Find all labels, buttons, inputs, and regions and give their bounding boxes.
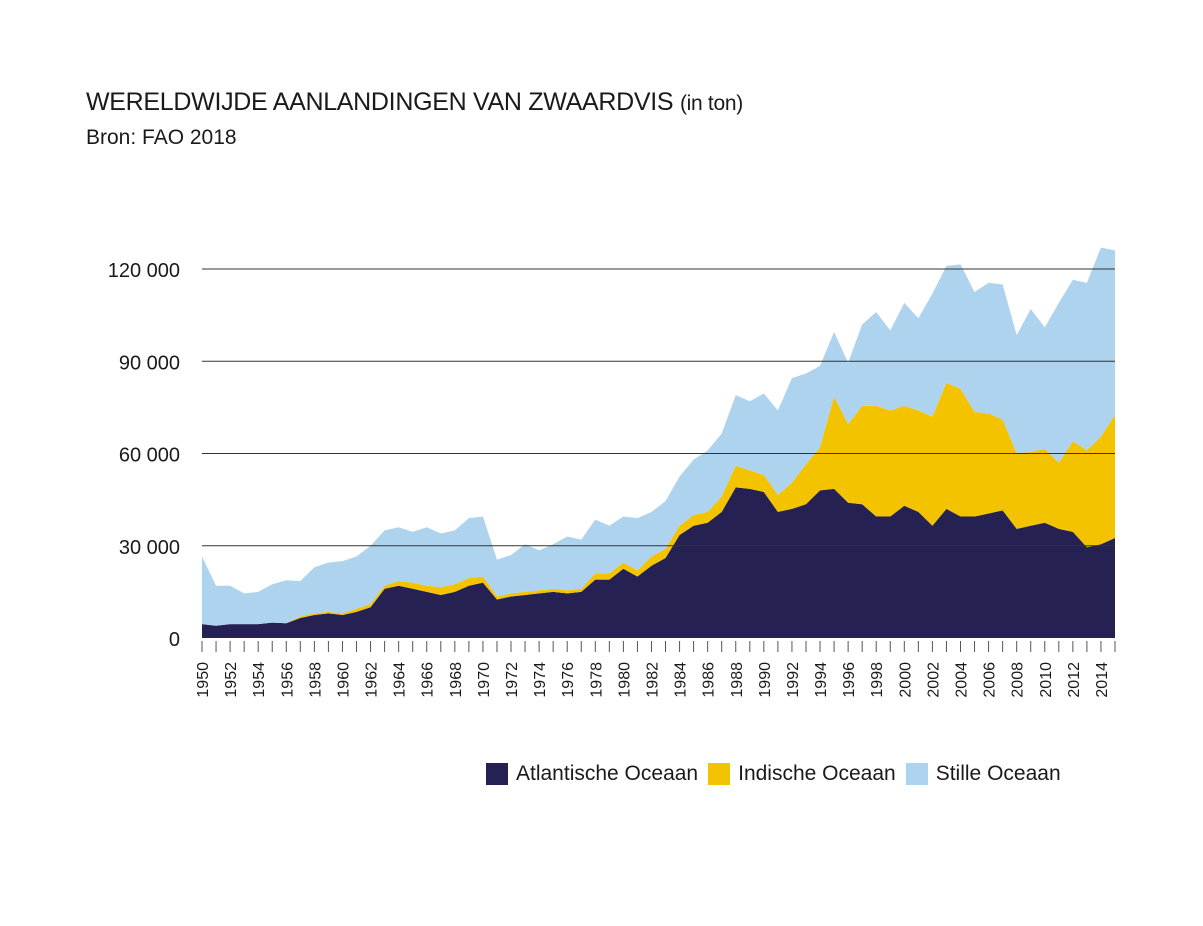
y-tick-label: 120 000 — [108, 260, 180, 282]
x-tick-label: 1986 — [701, 662, 718, 698]
legend-swatch — [486, 763, 508, 785]
chart-areas — [202, 247, 1115, 638]
x-tick-label: 1964 — [392, 662, 409, 698]
chart-source: Bron: FAO 2018 — [86, 126, 237, 149]
x-tick-label: 2006 — [982, 662, 999, 698]
x-tick-label: 1984 — [673, 662, 690, 698]
area-stille-oceaan — [202, 247, 1115, 626]
x-tick-label: 2002 — [925, 662, 942, 698]
x-tick-label: 1990 — [757, 662, 774, 698]
legend-label: Indische Oceaan — [738, 762, 896, 785]
x-tick-label: 1950 — [195, 662, 212, 698]
y-tick-label: 90 000 — [119, 352, 180, 374]
x-tick-label: 1956 — [279, 662, 296, 698]
x-tick-label: 1972 — [504, 662, 521, 698]
x-tick-label: 2012 — [1066, 662, 1083, 698]
chart-title: WERELDWIJDE AANLANDINGEN VAN ZWAARDVIS (… — [86, 88, 743, 117]
x-tick-label: 1960 — [335, 662, 352, 698]
x-tick-label: 1968 — [448, 662, 465, 698]
y-tick-label: 0 — [169, 629, 180, 651]
x-tick-label: 1978 — [588, 662, 605, 698]
x-tick-label: 1974 — [532, 662, 549, 698]
legend-label: Stille Oceaan — [935, 762, 1061, 785]
x-tick-label: 1970 — [476, 662, 493, 698]
x-tick-label: 1982 — [644, 662, 661, 698]
x-tick-label: 1992 — [785, 662, 802, 698]
x-tick-label: 1952 — [223, 662, 240, 698]
chart-gridlines — [202, 268, 1115, 547]
x-tick-label: 2000 — [897, 662, 914, 698]
x-tick-label: 1958 — [307, 662, 324, 698]
x-tick-label: 2004 — [953, 662, 970, 698]
chart-title-main: WERELDWIJDE AANLANDINGEN VAN ZWAARDVIS — [86, 88, 674, 116]
legend-item: Stille Oceaan — [905, 762, 1061, 786]
y-tick-label: 30 000 — [119, 537, 180, 559]
x-tick-label: 2008 — [1010, 662, 1027, 698]
legend-label: Atlantische Oceaan — [516, 762, 699, 785]
y-tick-label: 60 000 — [119, 445, 180, 467]
x-tick-label: 1996 — [841, 662, 858, 698]
legend-swatch — [905, 763, 928, 785]
x-tick-label: 1988 — [729, 662, 746, 698]
area-indische-oceaan — [202, 382, 1115, 626]
x-axis: 1950 1952 1954 1956 1958 1960 1962 1964 1966 1968… — [195, 641, 1116, 698]
chart-title-unit: (in ton) — [679, 92, 743, 115]
x-tick-label: 1980 — [616, 662, 633, 698]
x-tick-label: 1954 — [251, 662, 268, 698]
x-tick-label: 1976 — [560, 662, 577, 698]
x-tick-label: 1994 — [813, 662, 830, 698]
legend-swatch — [708, 763, 731, 785]
legend-item: Indische Oceaan — [708, 762, 896, 786]
x-tick-label: 1966 — [420, 662, 437, 698]
x-tick-label: 2014 — [1094, 662, 1111, 698]
y-axis: 0 30 000 60 000 90 000 120 000 — [108, 260, 180, 651]
x-tick-label: 2010 — [1038, 662, 1055, 698]
x-tick-label: 1998 — [869, 662, 886, 698]
area-atlantische-oceaan — [202, 487, 1115, 638]
x-tick-label: 1962 — [364, 662, 381, 698]
legend-item: Atlantische Oceaan — [486, 762, 698, 786]
chart-legend: Atlantische Oceaan Indische Oceaan Stille … — [486, 762, 1071, 786]
